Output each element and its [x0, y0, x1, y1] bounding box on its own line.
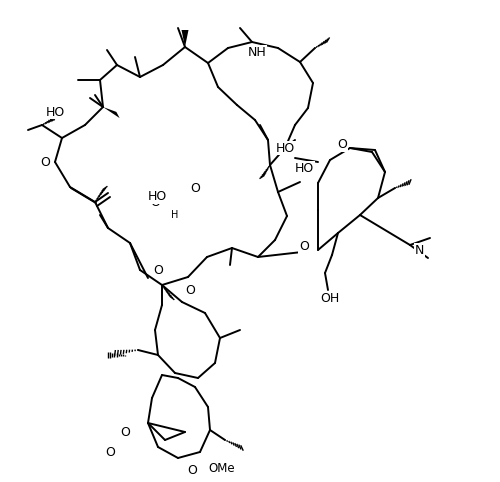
Text: O: O [105, 445, 115, 458]
Text: HO: HO [46, 106, 65, 119]
Text: HO: HO [276, 142, 295, 155]
Text: O: O [299, 241, 309, 254]
Text: O: O [153, 264, 163, 277]
Text: O: O [337, 138, 347, 151]
Text: O: O [187, 464, 197, 477]
Polygon shape [182, 30, 188, 47]
Text: N: N [415, 243, 424, 256]
Text: H: H [172, 210, 178, 220]
Text: O: O [40, 156, 50, 169]
Text: NH: NH [248, 45, 266, 58]
Polygon shape [103, 107, 120, 118]
Text: O: O [190, 182, 200, 195]
Text: OMe: OMe [208, 461, 234, 474]
Text: O: O [185, 283, 195, 296]
Text: HO: HO [148, 190, 167, 203]
Text: O: O [150, 196, 160, 209]
Text: OH: OH [320, 292, 340, 305]
Text: HO: HO [295, 161, 314, 174]
Text: O: O [120, 426, 130, 439]
